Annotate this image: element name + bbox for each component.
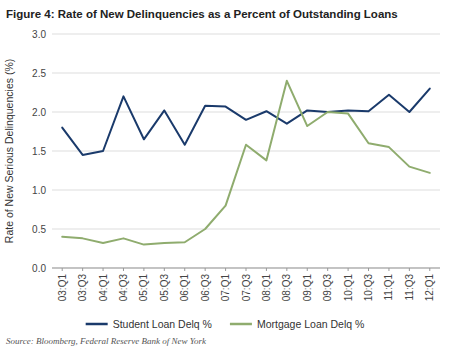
x-tick [286,268,287,271]
y-tick-label: 2.5 [32,68,46,79]
grid-line [52,34,440,35]
source-note: Source: Bloomberg, Federal Reserve Bank … [6,336,207,346]
x-tick [388,268,389,271]
x-tick-label: 06:Q3 [200,274,211,302]
x-tick [82,268,83,271]
x-tick [327,268,328,271]
x-tick [123,268,124,271]
title: Figure 4: Rate of New Delinquencies as a… [6,8,398,20]
x-tick-label: 03:Q1 [57,274,68,302]
x-tick [368,268,369,271]
y-tick-label: 2.0 [32,107,46,118]
y-axis: 0.0 0.5 1.0 1.5 2.0 2.5 3.0 [32,29,46,274]
y-tick-label: 0.0 [32,263,46,274]
x-axis: 03:Q1 03:Q3 04:Q1 04:Q3 05:Q1 05:Q3 06:Q1 06:Q3… [57,268,436,301]
x-tick [348,268,349,271]
legend-swatch [86,323,108,326]
x-tick [143,268,144,271]
x-tick-label: 07:Q3 [241,274,252,302]
series-line [62,81,430,245]
x-tick-label: 04:Q1 [98,274,109,302]
x-tick-label: 03:Q3 [77,274,88,302]
grid-line [52,151,440,152]
chart: Figure 4: Rate of New Delinquencies as a… [0,0,450,350]
x-tick-label: 06:Q1 [179,274,190,302]
y-axis-label: Rate of New Serious Delinquencies (%) [3,59,15,243]
grid-line [52,112,440,113]
legend-swatch [230,323,252,326]
legend-label: Student Loan Delq % [113,318,212,330]
legend-label: Mortgage Loan Delq % [257,318,364,330]
x-tick-label: 07:Q1 [220,274,231,302]
legend-item: Mortgage Loan Delq % [230,318,364,330]
x-tick-label: 12:Q1 [424,274,435,302]
x-tick-label: 10:Q3 [363,274,374,302]
grid-line [52,190,440,191]
x-tick-label: 11:Q3 [404,274,415,301]
x-tick [266,268,267,271]
x-tick [103,268,104,271]
y-tick-label: 3.0 [32,29,46,40]
grid-line [52,73,440,74]
y-tick-label: 0.5 [32,224,46,235]
x-tick [307,268,308,271]
x-tick-label: 09:Q1 [302,274,313,302]
x-tick [246,268,247,271]
x-tick [205,268,206,271]
legend: Student Loan Delq % Mortgage Loan Delq % [86,318,365,330]
x-tick [184,268,185,271]
grid-line [52,229,440,230]
x-tick-label: 08:Q3 [281,274,292,302]
x-tick-label: 04:Q3 [118,274,129,302]
grid [52,34,440,268]
x-tick-label: 11:Q1 [383,274,394,301]
x-tick [409,268,410,271]
x-tick-label: 05:Q1 [138,274,149,302]
x-tick-label: 09:Q3 [322,274,333,302]
x-tick-label: 08:Q1 [261,274,272,302]
lines [62,81,430,245]
y-tick-label: 1.0 [32,185,46,196]
x-tick-label: 05:Q3 [159,274,170,302]
x-tick [225,268,226,271]
y-tick-label: 1.5 [32,146,46,157]
x-tick [164,268,165,271]
x-tick-label: 10:Q1 [343,274,354,302]
legend-item: Student Loan Delq % [86,318,212,330]
x-tick [62,268,63,271]
x-tick [429,268,430,271]
